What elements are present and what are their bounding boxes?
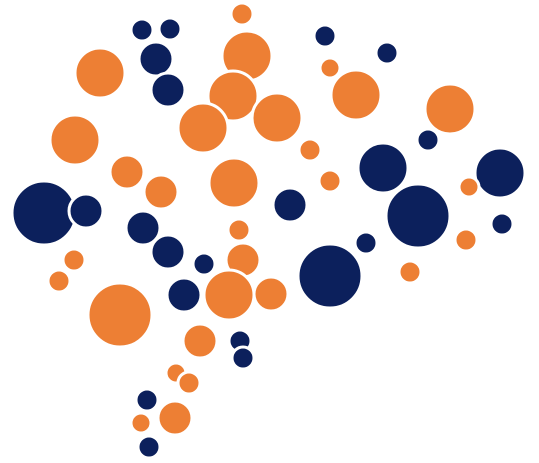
- dot-orange: [226, 217, 252, 243]
- dot-orange: [46, 268, 72, 294]
- dot-orange: [61, 247, 87, 273]
- dot-orange: [250, 91, 304, 145]
- dot-orange: [202, 268, 256, 322]
- dot-orange: [181, 322, 219, 360]
- dot-navy: [353, 230, 379, 256]
- dot-navy: [415, 127, 441, 153]
- dot-orange: [457, 175, 481, 199]
- dot-navy: [149, 71, 187, 109]
- dot-navy: [230, 345, 256, 371]
- dot-orange: [297, 137, 323, 163]
- dot-orange: [129, 411, 153, 435]
- dot-orange: [108, 153, 146, 191]
- dot-navy: [134, 387, 160, 413]
- dot-navy: [374, 40, 400, 66]
- dot-navy: [137, 40, 175, 78]
- dot-navy: [165, 276, 203, 314]
- dot-navy: [489, 211, 515, 237]
- dot-navy: [296, 242, 364, 310]
- dot-orange: [229, 1, 255, 27]
- dot-orange: [86, 281, 154, 349]
- dot-navy: [129, 17, 155, 43]
- dot-navy: [356, 141, 410, 195]
- dot-orange: [453, 227, 479, 253]
- dot-navy: [67, 192, 105, 230]
- dot-orange: [48, 113, 102, 167]
- dot-orange: [176, 370, 202, 396]
- dot-orange: [397, 259, 423, 285]
- dot-orange: [176, 101, 230, 155]
- dot-orange: [317, 168, 343, 194]
- dot-navy: [271, 186, 309, 224]
- dot-navy: [124, 209, 162, 247]
- dot-navy: [384, 182, 452, 250]
- dot-navy: [191, 251, 217, 277]
- dot-navy: [10, 179, 78, 247]
- dot-orange: [318, 56, 342, 80]
- dot-navy: [149, 233, 187, 271]
- dot-orange: [252, 275, 290, 313]
- dot-orange: [207, 156, 261, 210]
- dot-orange: [329, 68, 383, 122]
- dot-navy: [136, 434, 162, 460]
- dot-navy: [473, 146, 527, 200]
- dot-navy: [312, 23, 338, 49]
- dot-navy: [157, 16, 183, 42]
- dot-orange: [142, 173, 180, 211]
- dot-orange: [156, 399, 194, 437]
- dot-orange: [423, 82, 477, 136]
- dot-orange: [73, 46, 127, 100]
